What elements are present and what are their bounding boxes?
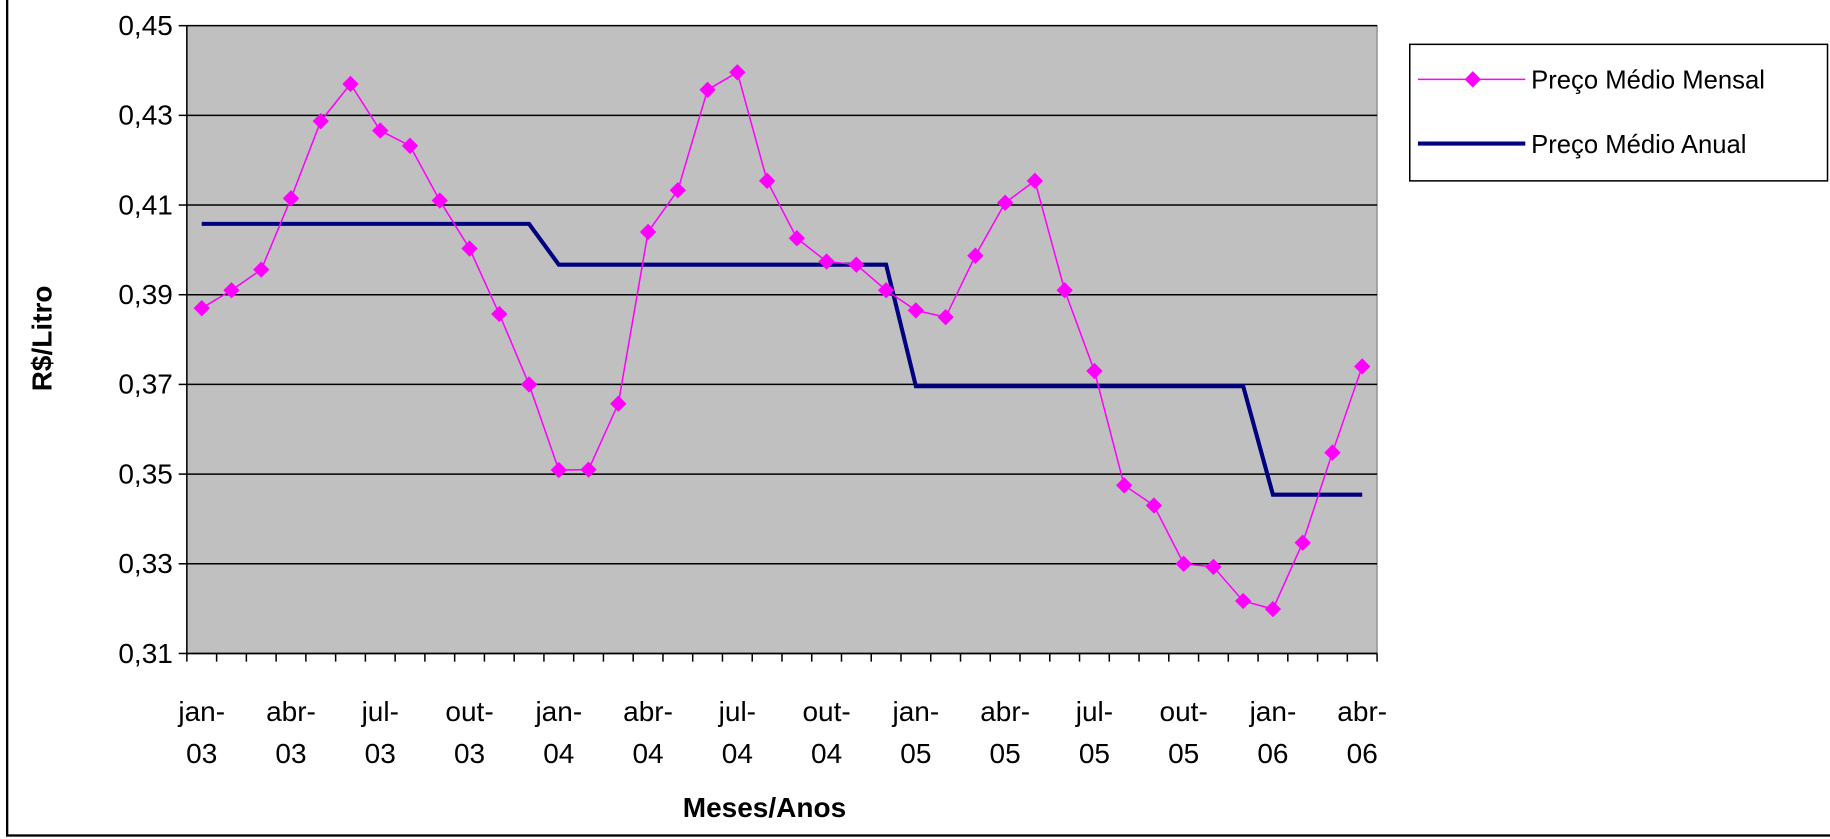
data-point: [520, 376, 538, 393]
legend-label: Preço Médio Anual: [1531, 131, 1746, 159]
data-point: [1205, 558, 1222, 576]
x-tick-label: jul-03: [361, 696, 399, 769]
x-tick-label: jan-06: [1249, 696, 1297, 769]
y-tick-label: 0,37: [118, 369, 173, 400]
x-tick-label: jul-05: [1075, 696, 1113, 769]
data-point: [1264, 600, 1282, 618]
data-point: [610, 395, 627, 412]
data-point: [253, 261, 270, 278]
data-point: [907, 302, 925, 319]
x-tick-label: jan-03: [177, 696, 225, 769]
data-point: [1324, 444, 1341, 461]
legend-box: [1409, 43, 1829, 182]
x-tick-label: abr-04: [623, 696, 673, 769]
x-tick-label: out-04: [802, 696, 850, 769]
x-tick-label: abr-05: [980, 696, 1030, 769]
data-point: [848, 256, 865, 273]
data-point: [580, 461, 597, 478]
y-axis-title: R$/Litro: [26, 286, 57, 392]
x-tick-label: abr-03: [266, 696, 316, 769]
x-tick-label: abr-06: [1337, 696, 1387, 769]
data-point: [729, 64, 746, 81]
data-point: [937, 308, 954, 326]
x-tick-label: jan-05: [892, 696, 940, 769]
data-point: [342, 75, 359, 93]
data-point: [1056, 282, 1073, 299]
series-line: [201, 71, 1363, 610]
y-tick-label: 0,33: [118, 548, 173, 579]
data-point: [699, 81, 716, 98]
x-tick-label: out-05: [1160, 696, 1208, 769]
data-point: [818, 253, 835, 270]
x-tick-label: jul-04: [718, 696, 756, 769]
data-point: [1294, 534, 1311, 551]
data-point: [758, 172, 776, 189]
data-point: [223, 282, 240, 299]
y-tick-label: 0,41: [118, 189, 173, 220]
y-tick-label: 0,43: [118, 100, 173, 131]
legend-marker: [1464, 71, 1481, 88]
y-tick-label: 0,45: [118, 10, 173, 41]
data-point: [967, 247, 984, 264]
legend-label: Preço Médio Mensal: [1531, 67, 1765, 95]
plot-area: [186, 25, 1378, 655]
series-line: [201, 221, 1363, 497]
data-point: [877, 282, 895, 299]
data-point: [1026, 172, 1044, 189]
data-point: [282, 190, 300, 207]
x-axis-title: Meses/Anos: [683, 792, 846, 823]
x-tick-label: jan-04: [534, 696, 582, 769]
y-tick-label: 0,31: [118, 638, 173, 669]
data-point: [193, 300, 210, 317]
y-tick-label: 0,35: [118, 458, 173, 489]
data-point: [550, 461, 567, 479]
x-tick-label: out-03: [445, 696, 493, 769]
y-tick-label: 0,39: [118, 279, 173, 310]
